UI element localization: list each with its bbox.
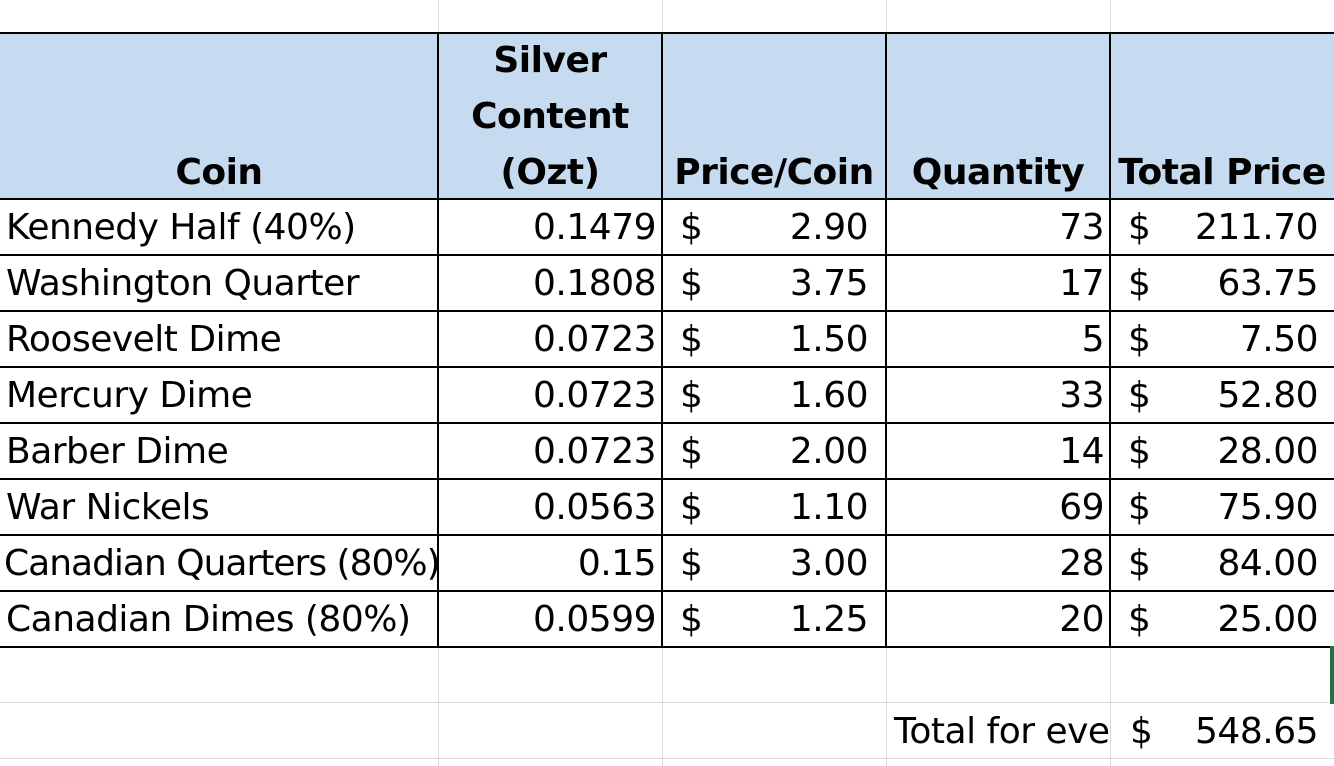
cell-quantity[interactable]: 28	[1059, 542, 1104, 584]
cell-silver[interactable]: 0.0599	[533, 598, 656, 640]
currency-symbol: $	[680, 374, 703, 416]
header-border-bottom	[0, 198, 1334, 200]
row-border	[0, 366, 1334, 368]
cell-quantity[interactable]: 20	[1059, 598, 1104, 640]
cell-total[interactable]: 25.00	[1217, 598, 1318, 640]
cell-coin[interactable]: Canadian Dimes (80%)	[6, 598, 411, 640]
cell-price[interactable]: 1.50	[789, 318, 869, 360]
cell-silver[interactable]: 0.15	[577, 542, 657, 584]
currency-symbol: $	[680, 430, 703, 472]
cell-total[interactable]: 7.50	[1239, 318, 1319, 360]
cell-coin[interactable]: Mercury Dime	[6, 374, 253, 416]
grand-total[interactable]: 548.65	[1195, 710, 1318, 752]
header-coin[interactable]: Coin	[175, 152, 263, 193]
cell-total[interactable]: 28.00	[1217, 430, 1318, 472]
cell-coin[interactable]: Roosevelt Dime	[6, 318, 282, 360]
cell-price[interactable]: 2.90	[789, 206, 869, 248]
table-border-top	[0, 32, 1334, 34]
row-border	[0, 254, 1334, 256]
cell-price[interactable]: 1.10	[789, 486, 869, 528]
table-border-bottom	[0, 646, 1334, 648]
cell-quantity[interactable]: 14	[1059, 430, 1104, 472]
cell-quantity[interactable]: 5	[1081, 318, 1105, 360]
row-border	[0, 590, 1334, 592]
currency-symbol: $	[680, 318, 703, 360]
cell-total[interactable]: 84.00	[1217, 542, 1318, 584]
column-border	[1109, 32, 1111, 648]
column-border	[885, 32, 887, 648]
currency-symbol: $	[1128, 206, 1151, 248]
cell-quantity[interactable]: 73	[1059, 206, 1104, 248]
currency-symbol: $	[1128, 598, 1151, 640]
currency-symbol: $	[1128, 262, 1151, 304]
cell-silver[interactable]: 0.0723	[533, 318, 656, 360]
currency-symbol: $	[680, 486, 703, 528]
column-border	[437, 32, 439, 648]
header-silver-line1[interactable]: Silver	[493, 40, 607, 81]
currency-symbol: $	[1128, 542, 1151, 584]
currency-symbol: $	[1128, 374, 1151, 416]
header-band	[0, 33, 1334, 199]
selected-cell-border	[1330, 646, 1334, 704]
header-quantity[interactable]: Quantity	[911, 152, 1085, 193]
cell-total[interactable]: 63.75	[1217, 262, 1318, 304]
row-border	[0, 310, 1334, 312]
cell-coin[interactable]: War Nickels	[6, 486, 210, 528]
cell-quantity[interactable]: 69	[1059, 486, 1104, 528]
cell-total[interactable]: 211.70	[1195, 206, 1318, 248]
cell-silver[interactable]: 0.0723	[533, 374, 656, 416]
cell-price[interactable]: 2.00	[789, 430, 869, 472]
cell-silver[interactable]: 0.1479	[533, 206, 656, 248]
cell-quantity[interactable]: 17	[1059, 262, 1104, 304]
cell-quantity[interactable]: 33	[1059, 374, 1104, 416]
cell-price[interactable]: 3.75	[789, 262, 869, 304]
row-border	[0, 422, 1334, 424]
cell-total[interactable]: 75.90	[1217, 486, 1318, 528]
cell-silver[interactable]: 0.0563	[533, 486, 656, 528]
cell-coin[interactable]: Washington Quarter	[6, 262, 360, 304]
gridline	[0, 702, 1334, 703]
header-total-price[interactable]: Total Price	[1118, 152, 1326, 193]
cell-silver[interactable]: 0.1808	[533, 262, 656, 304]
row-border	[0, 534, 1334, 536]
cell-price[interactable]: 3.00	[789, 542, 869, 584]
cell-price[interactable]: 1.25	[789, 598, 869, 640]
currency-symbol: $	[1128, 704, 1153, 758]
cell-silver[interactable]: 0.0723	[533, 430, 656, 472]
currency-symbol: $	[680, 206, 703, 248]
total-label[interactable]: Total for eve	[894, 710, 1110, 752]
cell-coin[interactable]: Barber Dime	[6, 430, 229, 472]
currency-symbol: $	[1128, 486, 1151, 528]
currency-symbol: $	[680, 542, 703, 584]
cell-price[interactable]: 1.60	[789, 374, 869, 416]
cell-total[interactable]: 52.80	[1217, 374, 1318, 416]
row-border	[0, 478, 1334, 480]
currency-symbol: $	[680, 262, 703, 304]
cell-coin[interactable]: Kennedy Half (40%)	[6, 206, 356, 248]
currency-symbol: $	[680, 598, 703, 640]
cell-coin[interactable]: Canadian Quarters (80%)	[4, 542, 438, 584]
currency-symbol: $	[1128, 318, 1151, 360]
currency-symbol: $	[1128, 430, 1151, 472]
gridline	[0, 758, 1334, 759]
header-price-per-coin[interactable]: Price/Coin	[674, 152, 874, 193]
column-border	[661, 32, 663, 648]
header-silver-line3[interactable]: (Ozt)	[500, 152, 600, 193]
header-silver-line2[interactable]: Content	[471, 96, 629, 137]
